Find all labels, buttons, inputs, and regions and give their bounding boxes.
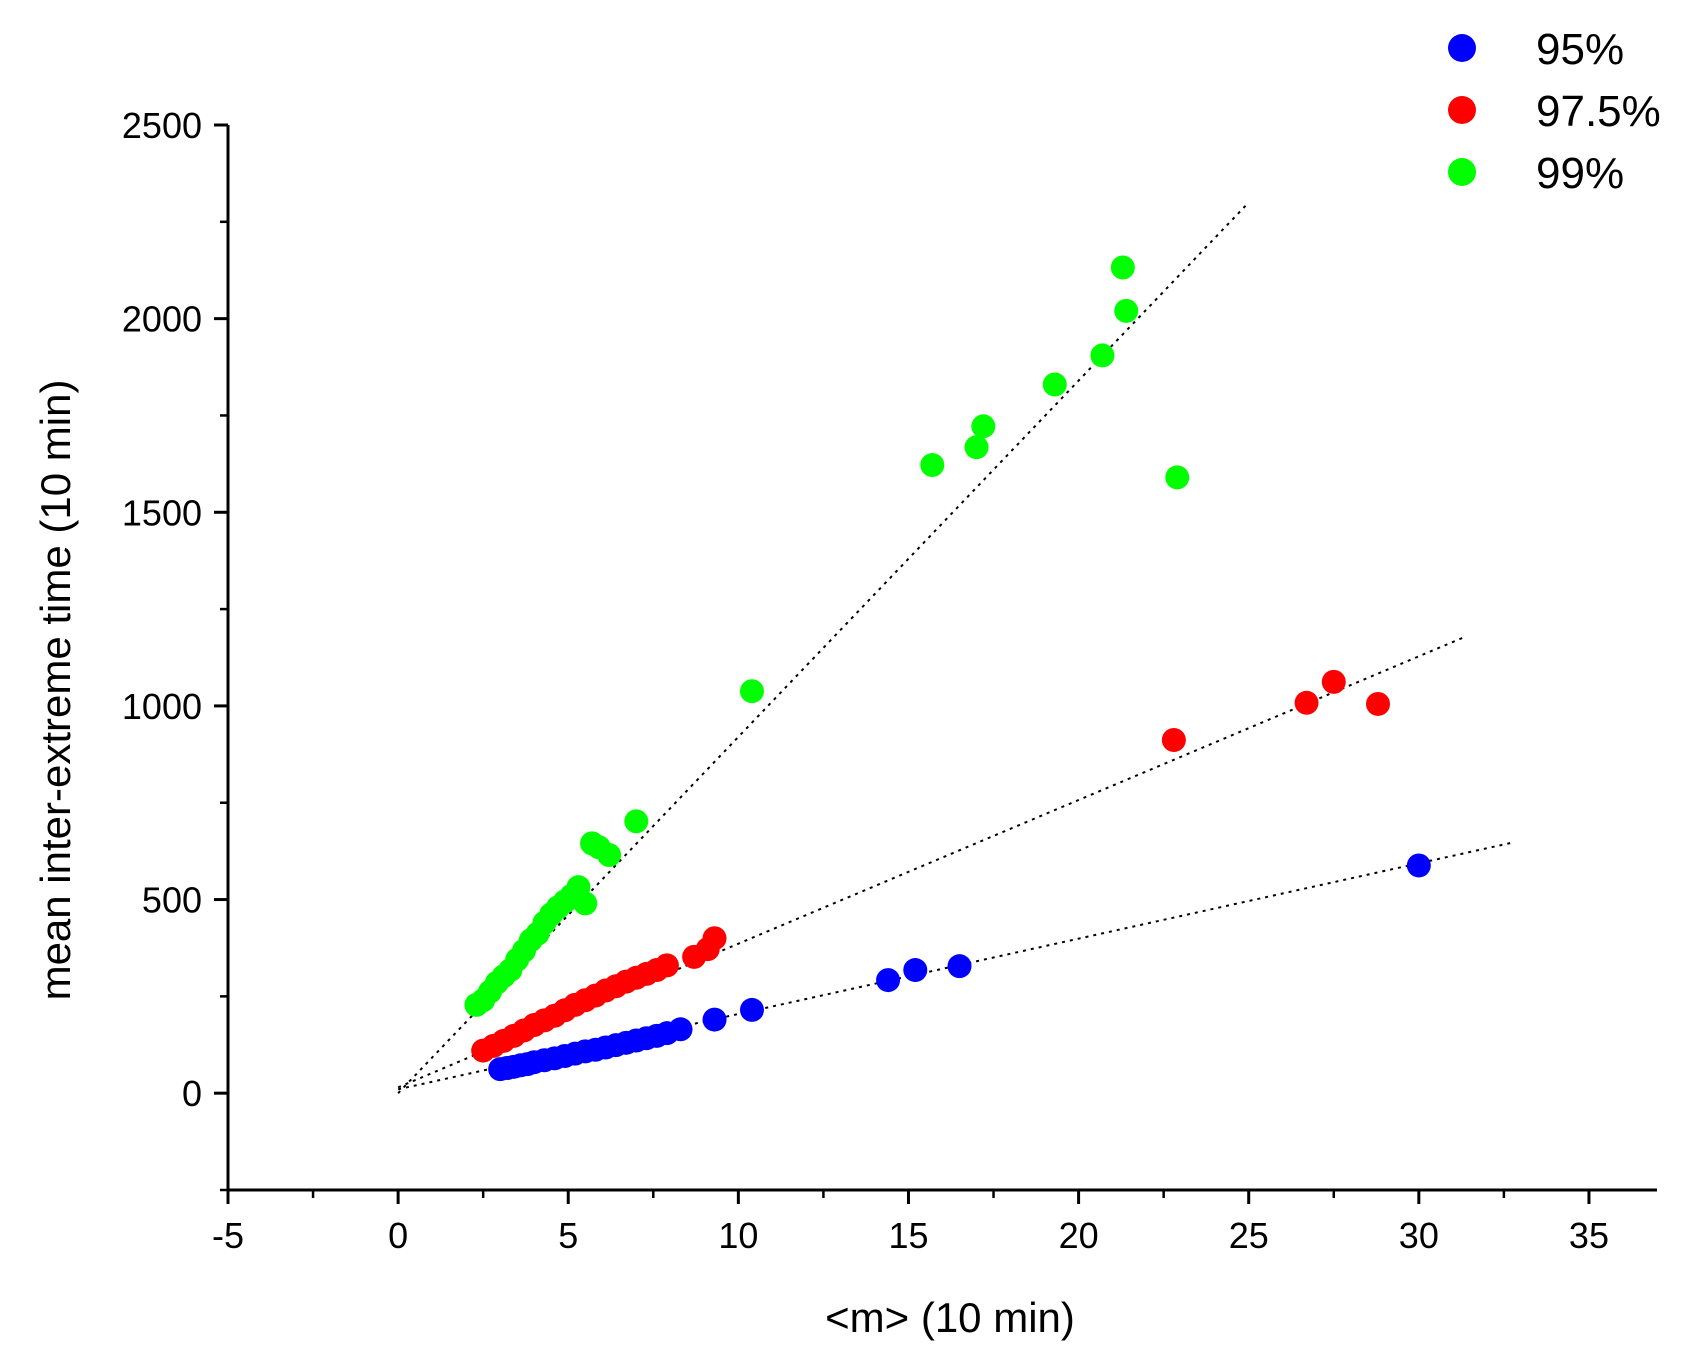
x-tick-label: 15 xyxy=(888,1215,928,1256)
legend-marker xyxy=(1448,96,1476,124)
ticks: -5 0 5 10 15 20 25 30 35 0 500 1000 1500 2000 2500 xyxy=(122,105,1609,1256)
legend-marker xyxy=(1448,34,1476,62)
y-tick-label: 500 xyxy=(142,880,202,921)
data-point xyxy=(1090,343,1115,368)
fit-line xyxy=(397,841,1515,1091)
axes xyxy=(226,125,1657,1192)
data-point xyxy=(964,435,989,460)
data-point xyxy=(947,954,972,979)
x-tick-label: -5 xyxy=(212,1215,244,1256)
data-point xyxy=(1042,372,1067,397)
y-tick-label: 2500 xyxy=(122,105,202,146)
data-point xyxy=(668,1017,693,1042)
data-point xyxy=(1294,690,1319,715)
data-point xyxy=(1321,669,1346,694)
x-tick-label: 5 xyxy=(558,1215,578,1256)
y-tick-label: 0 xyxy=(182,1073,202,1114)
data-point xyxy=(654,953,679,978)
data-point xyxy=(903,958,928,983)
data-point xyxy=(1161,727,1186,752)
data-point xyxy=(1165,465,1190,490)
legend-label: 95% xyxy=(1536,25,1624,74)
data-point xyxy=(876,968,901,993)
y-tick-label: 1500 xyxy=(122,492,202,533)
x-tick-label: 30 xyxy=(1399,1215,1439,1256)
data-point xyxy=(702,926,727,951)
legend-label: 97.5% xyxy=(1536,87,1661,136)
series-99% xyxy=(464,255,1190,1017)
data-points xyxy=(464,255,1431,1082)
data-point xyxy=(597,843,622,868)
data-point xyxy=(702,1007,727,1032)
y-axis-title: mean inter-extreme time (10 min) xyxy=(32,380,79,1001)
data-point xyxy=(1366,691,1391,716)
legend-label: 99% xyxy=(1536,149,1624,198)
data-point xyxy=(920,453,945,478)
legend: 95% 97.5% 99% xyxy=(1448,25,1661,198)
legend-marker xyxy=(1448,158,1476,186)
data-point xyxy=(1110,255,1135,280)
y-tick-label: 1000 xyxy=(122,686,202,727)
data-point xyxy=(739,997,764,1022)
data-point xyxy=(739,679,764,704)
data-point xyxy=(573,891,598,916)
x-tick-label: 20 xyxy=(1059,1215,1099,1256)
x-axis-title: <m> (10 min) xyxy=(825,1294,1075,1341)
x-tick-label: 35 xyxy=(1569,1215,1609,1256)
series-95% xyxy=(488,853,1431,1082)
series-97.5% xyxy=(471,669,1391,1063)
data-point xyxy=(624,809,649,834)
data-point xyxy=(1406,853,1431,878)
x-tick-label: 25 xyxy=(1229,1215,1269,1256)
y-tick-label: 2000 xyxy=(122,299,202,340)
data-point xyxy=(971,414,996,439)
x-tick-label: 0 xyxy=(388,1215,408,1256)
x-tick-label: 10 xyxy=(718,1215,758,1256)
data-point xyxy=(1114,298,1139,323)
